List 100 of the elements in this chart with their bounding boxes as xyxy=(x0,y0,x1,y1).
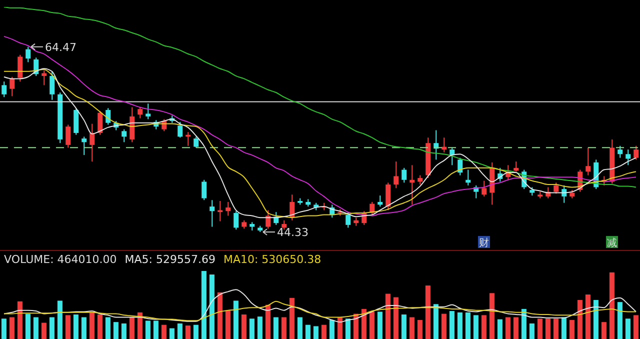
bar xyxy=(337,317,342,339)
bar xyxy=(601,322,606,339)
bar xyxy=(249,318,254,339)
bar xyxy=(289,298,294,339)
bar xyxy=(89,312,94,339)
bar xyxy=(585,294,590,339)
candlestick xyxy=(138,106,143,119)
bar xyxy=(513,317,518,339)
candlestick xyxy=(218,200,223,222)
bar xyxy=(193,324,198,339)
bar xyxy=(49,317,54,339)
candlestick xyxy=(458,157,463,176)
candlestick xyxy=(210,200,215,228)
bar xyxy=(113,322,118,339)
bar xyxy=(145,320,150,339)
candlestick xyxy=(2,80,7,98)
bar xyxy=(233,300,238,339)
bar xyxy=(609,272,614,339)
text: MA5: 529557.69 xyxy=(124,253,216,266)
bar xyxy=(577,300,582,339)
bar xyxy=(169,328,174,339)
bar xyxy=(329,320,334,339)
bar xyxy=(241,314,246,339)
bar xyxy=(377,312,382,339)
bar xyxy=(177,323,182,339)
candlestick xyxy=(66,124,71,148)
candlestick xyxy=(194,136,199,148)
bar xyxy=(57,300,62,339)
bar xyxy=(529,323,534,339)
bar xyxy=(81,317,86,339)
bar xyxy=(305,324,310,339)
bar xyxy=(417,320,422,339)
bar xyxy=(505,317,510,339)
bar xyxy=(265,304,270,339)
candlestick xyxy=(178,121,183,138)
candlestick xyxy=(202,179,207,201)
bar xyxy=(625,318,630,339)
bar xyxy=(297,317,302,339)
bar xyxy=(521,308,526,339)
candlestick xyxy=(122,128,127,143)
candlestick xyxy=(410,164,415,206)
bar xyxy=(457,312,462,339)
candlestick xyxy=(146,103,151,120)
bar xyxy=(441,314,446,339)
bar xyxy=(25,314,30,339)
annotation: 44.33 xyxy=(277,226,308,239)
candlestick xyxy=(74,108,79,136)
candlestick xyxy=(226,201,231,216)
candlestick xyxy=(514,160,519,172)
bar xyxy=(561,317,566,339)
bar xyxy=(129,317,134,339)
bar xyxy=(545,318,550,339)
candlestick xyxy=(554,182,559,194)
bar xyxy=(17,301,22,339)
bar xyxy=(257,316,262,339)
bar xyxy=(473,315,478,339)
candlestick xyxy=(82,136,87,156)
candlestick xyxy=(266,210,271,230)
bar xyxy=(345,318,350,339)
bar xyxy=(393,297,398,339)
bar xyxy=(489,293,494,339)
candlestick xyxy=(586,147,591,176)
candlestick xyxy=(450,147,455,166)
bar xyxy=(217,292,222,339)
candlestick xyxy=(18,54,23,82)
bar xyxy=(9,317,14,339)
candlestick xyxy=(234,210,239,230)
candlestick xyxy=(482,180,487,197)
candlestick xyxy=(394,160,399,189)
candlestick xyxy=(386,182,391,211)
bar xyxy=(137,312,142,339)
candlestick xyxy=(402,167,407,184)
bar xyxy=(1,318,6,339)
bar xyxy=(33,317,38,339)
bar xyxy=(65,315,70,339)
text: MA10: 530650.38 xyxy=(223,253,322,266)
bar xyxy=(537,318,542,339)
candlestick xyxy=(106,108,111,126)
bar xyxy=(361,308,366,339)
bar xyxy=(553,318,558,339)
candlestick xyxy=(346,212,351,228)
bar xyxy=(369,312,374,339)
candlestick xyxy=(130,106,135,143)
candlestick xyxy=(418,174,423,185)
bar xyxy=(353,314,358,339)
bar xyxy=(281,317,286,339)
annotation: 64.47 xyxy=(45,40,76,54)
bar xyxy=(313,326,318,339)
bar xyxy=(41,322,46,339)
bar xyxy=(593,300,598,339)
bar xyxy=(105,317,110,339)
candlestick xyxy=(634,145,639,160)
bar xyxy=(97,314,102,339)
candlestick xyxy=(466,169,471,186)
bar xyxy=(481,315,486,339)
bar xyxy=(321,324,326,339)
candlestick xyxy=(618,145,623,158)
bar xyxy=(569,320,574,339)
candlestick xyxy=(42,70,47,86)
bar xyxy=(497,319,502,339)
